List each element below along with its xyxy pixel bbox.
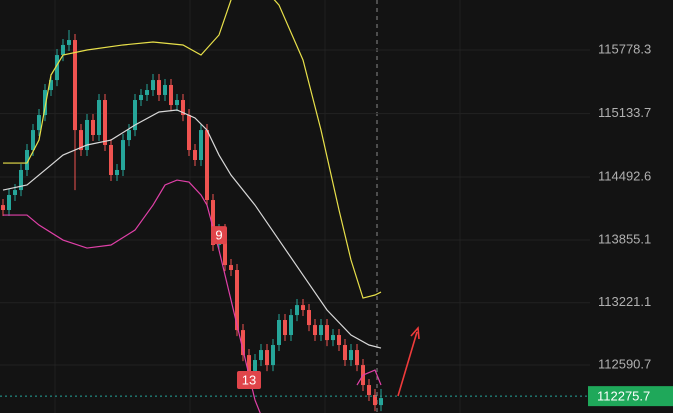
- y-tick-label: 112590.7: [598, 356, 651, 371]
- candle-body: [139, 94, 143, 101]
- band-line: [2, 109, 382, 349]
- candle-body: [277, 320, 281, 346]
- candle-body: [43, 90, 47, 116]
- candle-body: [55, 55, 59, 81]
- candle-body: [37, 115, 41, 131]
- candle-body: [373, 395, 377, 406]
- y-tick-label: 114492.6: [598, 168, 651, 183]
- candle-body: [283, 320, 287, 336]
- arrow: [397, 326, 420, 397]
- candle-body: [205, 130, 209, 201]
- candle-body: [79, 130, 83, 151]
- y-tick-label: 115778.3: [598, 41, 651, 56]
- candle-body: [235, 269, 239, 331]
- candle-body: [127, 130, 131, 141]
- candle-body: [313, 325, 317, 336]
- candle-body: [229, 265, 233, 270]
- candle-body: [175, 100, 179, 106]
- candle-body: [211, 200, 215, 245]
- candle-body: [67, 40, 71, 45]
- annotation-box: [211, 226, 227, 245]
- annotation-box: [237, 371, 261, 390]
- candle-body: [199, 130, 203, 161]
- vertical-grid: [54, 0, 461, 413]
- candle-body: [193, 150, 197, 161]
- candle-body: [157, 80, 161, 95]
- candle-body: [247, 355, 251, 376]
- candle-body: [91, 119, 95, 135]
- candle-body: [331, 335, 335, 341]
- candle-body: [13, 190, 17, 195]
- candle-body: [1, 205, 5, 211]
- candle-body: [151, 80, 155, 91]
- candle-body: [271, 345, 275, 366]
- candle-body: [31, 130, 35, 151]
- band-line: [3, 0, 382, 299]
- band-line: [3, 179, 382, 413]
- candle-body: [121, 140, 125, 170]
- last-price-label: 112275.7: [597, 389, 650, 404]
- candle-body: [61, 44, 65, 56]
- y-tick-label: 113855.1: [598, 231, 651, 246]
- candle-body: [163, 84, 167, 95]
- candle-body: [253, 360, 257, 376]
- annotation-label: 13: [242, 372, 256, 387]
- candle-body: [109, 144, 113, 176]
- candle-body: [49, 80, 53, 91]
- candle-body: [289, 315, 293, 336]
- candle-body: [85, 119, 89, 151]
- candle-body: [103, 100, 107, 145]
- candle-body: [265, 350, 269, 366]
- candle-body: [169, 84, 173, 106]
- candle-body: [349, 350, 353, 361]
- candle-body: [259, 350, 263, 361]
- candle-body: [307, 310, 311, 326]
- last-price-box: [588, 386, 673, 407]
- y-tick-label: 113221.1: [598, 294, 651, 309]
- candle-body: [367, 385, 371, 396]
- plot: [0, 0, 590, 413]
- candle-body: [295, 305, 299, 316]
- candle-body: [145, 90, 149, 95]
- candle-body: [241, 330, 245, 356]
- candle-body: [181, 100, 185, 116]
- candle-body: [355, 350, 359, 366]
- candle-body: [73, 40, 77, 131]
- candle-body: [25, 150, 29, 170]
- candle-body: [7, 194, 11, 211]
- annotation-label: 9: [215, 228, 222, 243]
- candle-body: [343, 345, 347, 361]
- candle-body: [187, 115, 191, 151]
- candle-body: [319, 325, 323, 336]
- candle-body: [133, 100, 137, 131]
- candle-body: [97, 100, 101, 135]
- candle-body: [379, 398, 383, 406]
- candle-body: [301, 305, 305, 311]
- candle-body: [19, 169, 23, 191]
- y-tick-label: 115133.7: [598, 105, 651, 120]
- candle-body: [115, 169, 119, 176]
- candle-body: [337, 335, 341, 346]
- candle-body: [223, 230, 227, 266]
- candle-body: [325, 325, 329, 341]
